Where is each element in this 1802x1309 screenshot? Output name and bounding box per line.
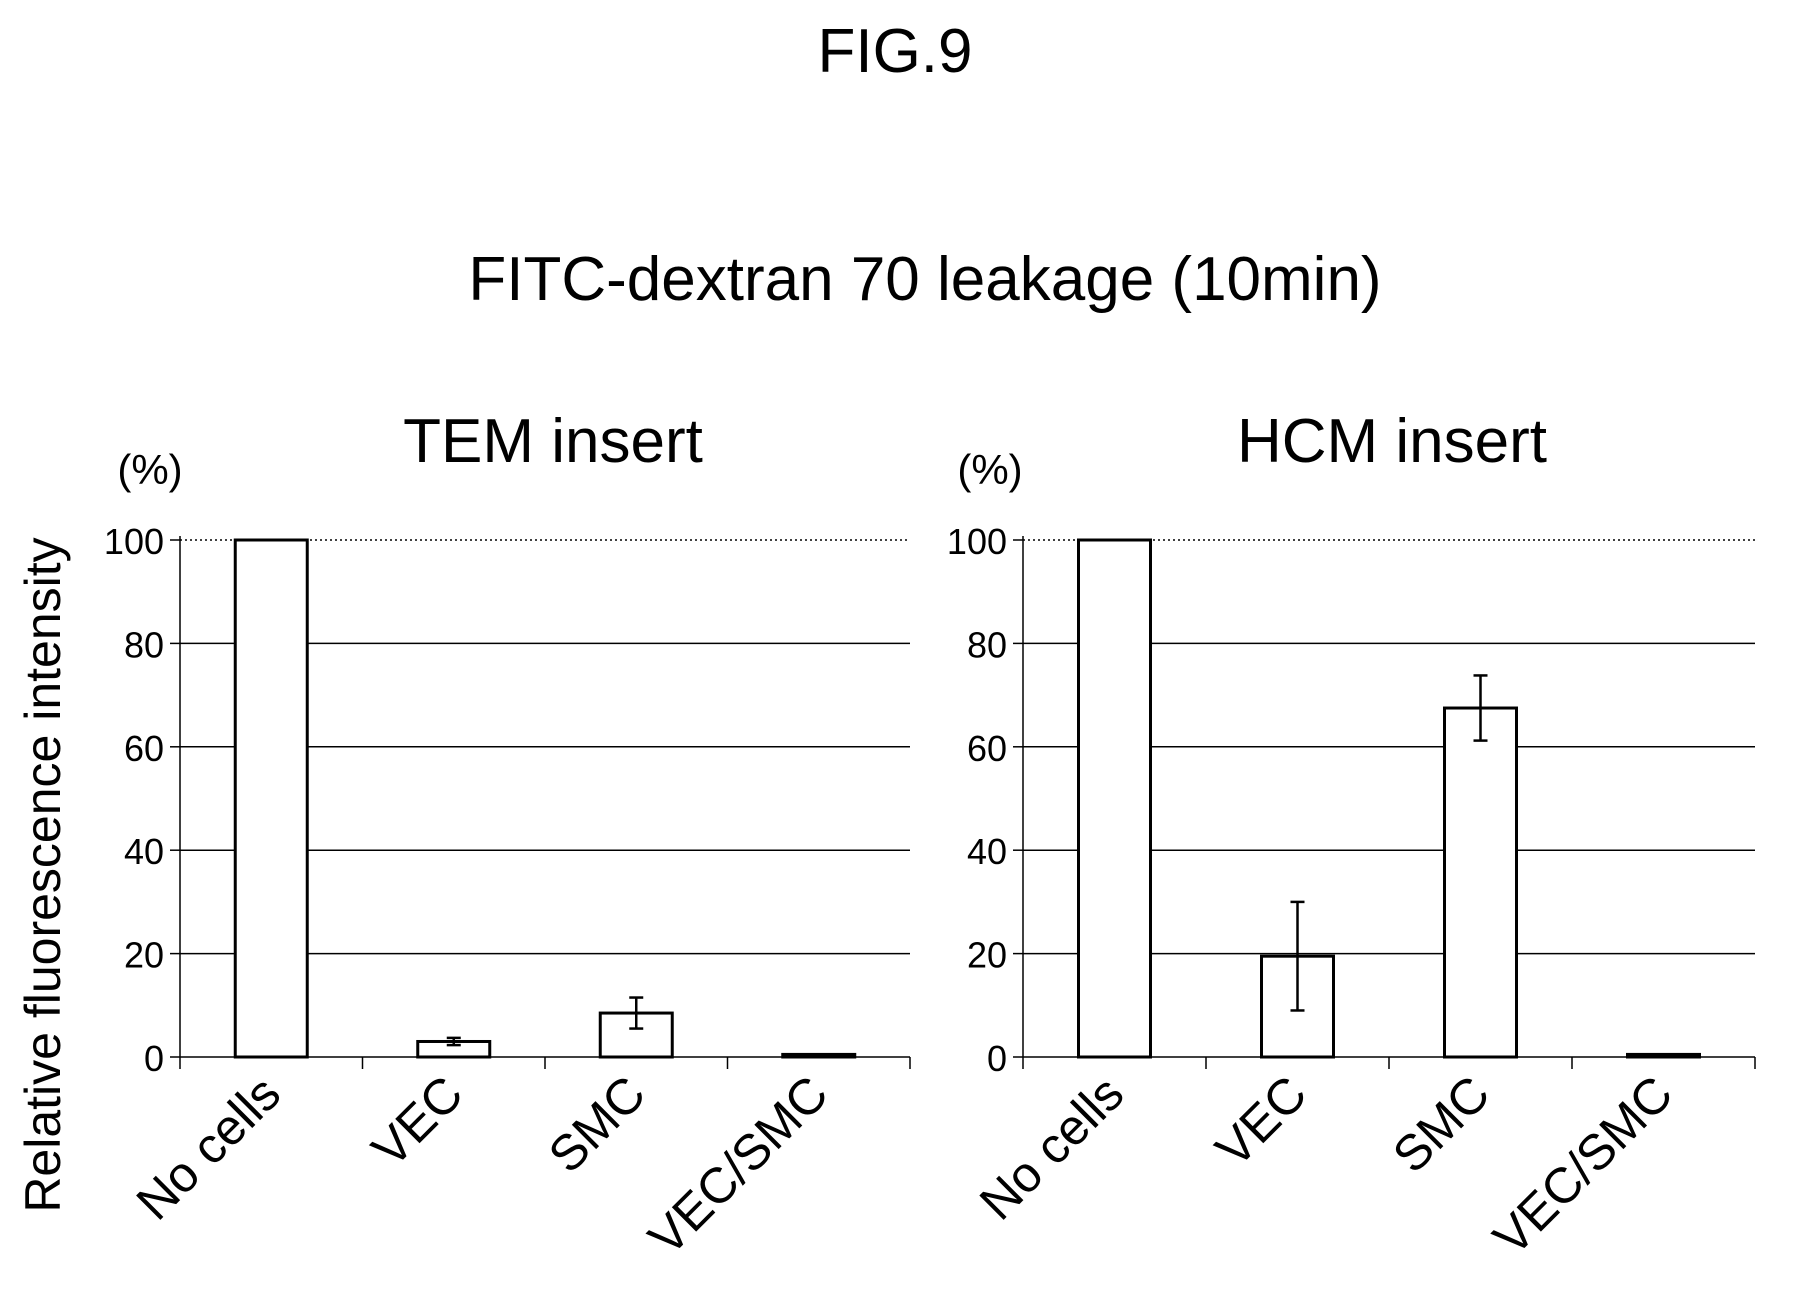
x-tick-label: No cells bbox=[969, 1065, 1134, 1230]
y-tick-label: 0 bbox=[144, 1038, 164, 1079]
x-tick-label: VEC bbox=[1205, 1065, 1317, 1177]
y-tick-label: 60 bbox=[967, 728, 1007, 769]
x-tick-label: No cells bbox=[126, 1065, 291, 1230]
chart-title: TEM insert bbox=[403, 407, 703, 476]
chart-panel-1: TEM insert (%) 0 20 40 60 80 100 No cells VEC SMCV… bbox=[104, 407, 911, 1266]
chart-panel-2: HCM insert (%) 0 20 40 60 80 100 No cells VEC SMCV… bbox=[947, 407, 1756, 1266]
x-tick-label: VEC bbox=[361, 1065, 473, 1177]
y-tick-label: 80 bbox=[967, 624, 1007, 665]
x-tick-label: SMC bbox=[538, 1065, 656, 1183]
y-tick-label: 60 bbox=[124, 728, 164, 769]
x-tick-label: VEC/SMC bbox=[638, 1065, 839, 1266]
figure-label: FIG.9 bbox=[817, 17, 972, 86]
y-tick-label: 80 bbox=[124, 624, 164, 665]
y-tick-label: 100 bbox=[104, 521, 164, 562]
y-unit-label: (%) bbox=[117, 446, 182, 493]
bar bbox=[781, 1052, 857, 1059]
x-tick-label: VEC/SMC bbox=[1483, 1065, 1684, 1266]
y-unit-label: (%) bbox=[957, 446, 1022, 493]
chart-title: HCM insert bbox=[1237, 407, 1547, 476]
bar bbox=[1077, 538, 1152, 1059]
bar bbox=[1626, 1052, 1701, 1059]
y-tick-label: 20 bbox=[124, 935, 164, 976]
y-tick-label: 0 bbox=[987, 1038, 1007, 1079]
y-tick-label: 20 bbox=[967, 935, 1007, 976]
y-axis-label: Relative fluorescence intensity bbox=[15, 537, 71, 1212]
bar bbox=[233, 538, 309, 1059]
y-tick-label: 40 bbox=[967, 831, 1007, 872]
x-tick-label: SMC bbox=[1382, 1065, 1500, 1183]
bar bbox=[1443, 706, 1518, 1059]
y-tick-label: 40 bbox=[124, 831, 164, 872]
y-tick-label: 100 bbox=[947, 521, 1007, 562]
main-title: FITC-dextran 70 leakage (10min) bbox=[468, 245, 1381, 314]
